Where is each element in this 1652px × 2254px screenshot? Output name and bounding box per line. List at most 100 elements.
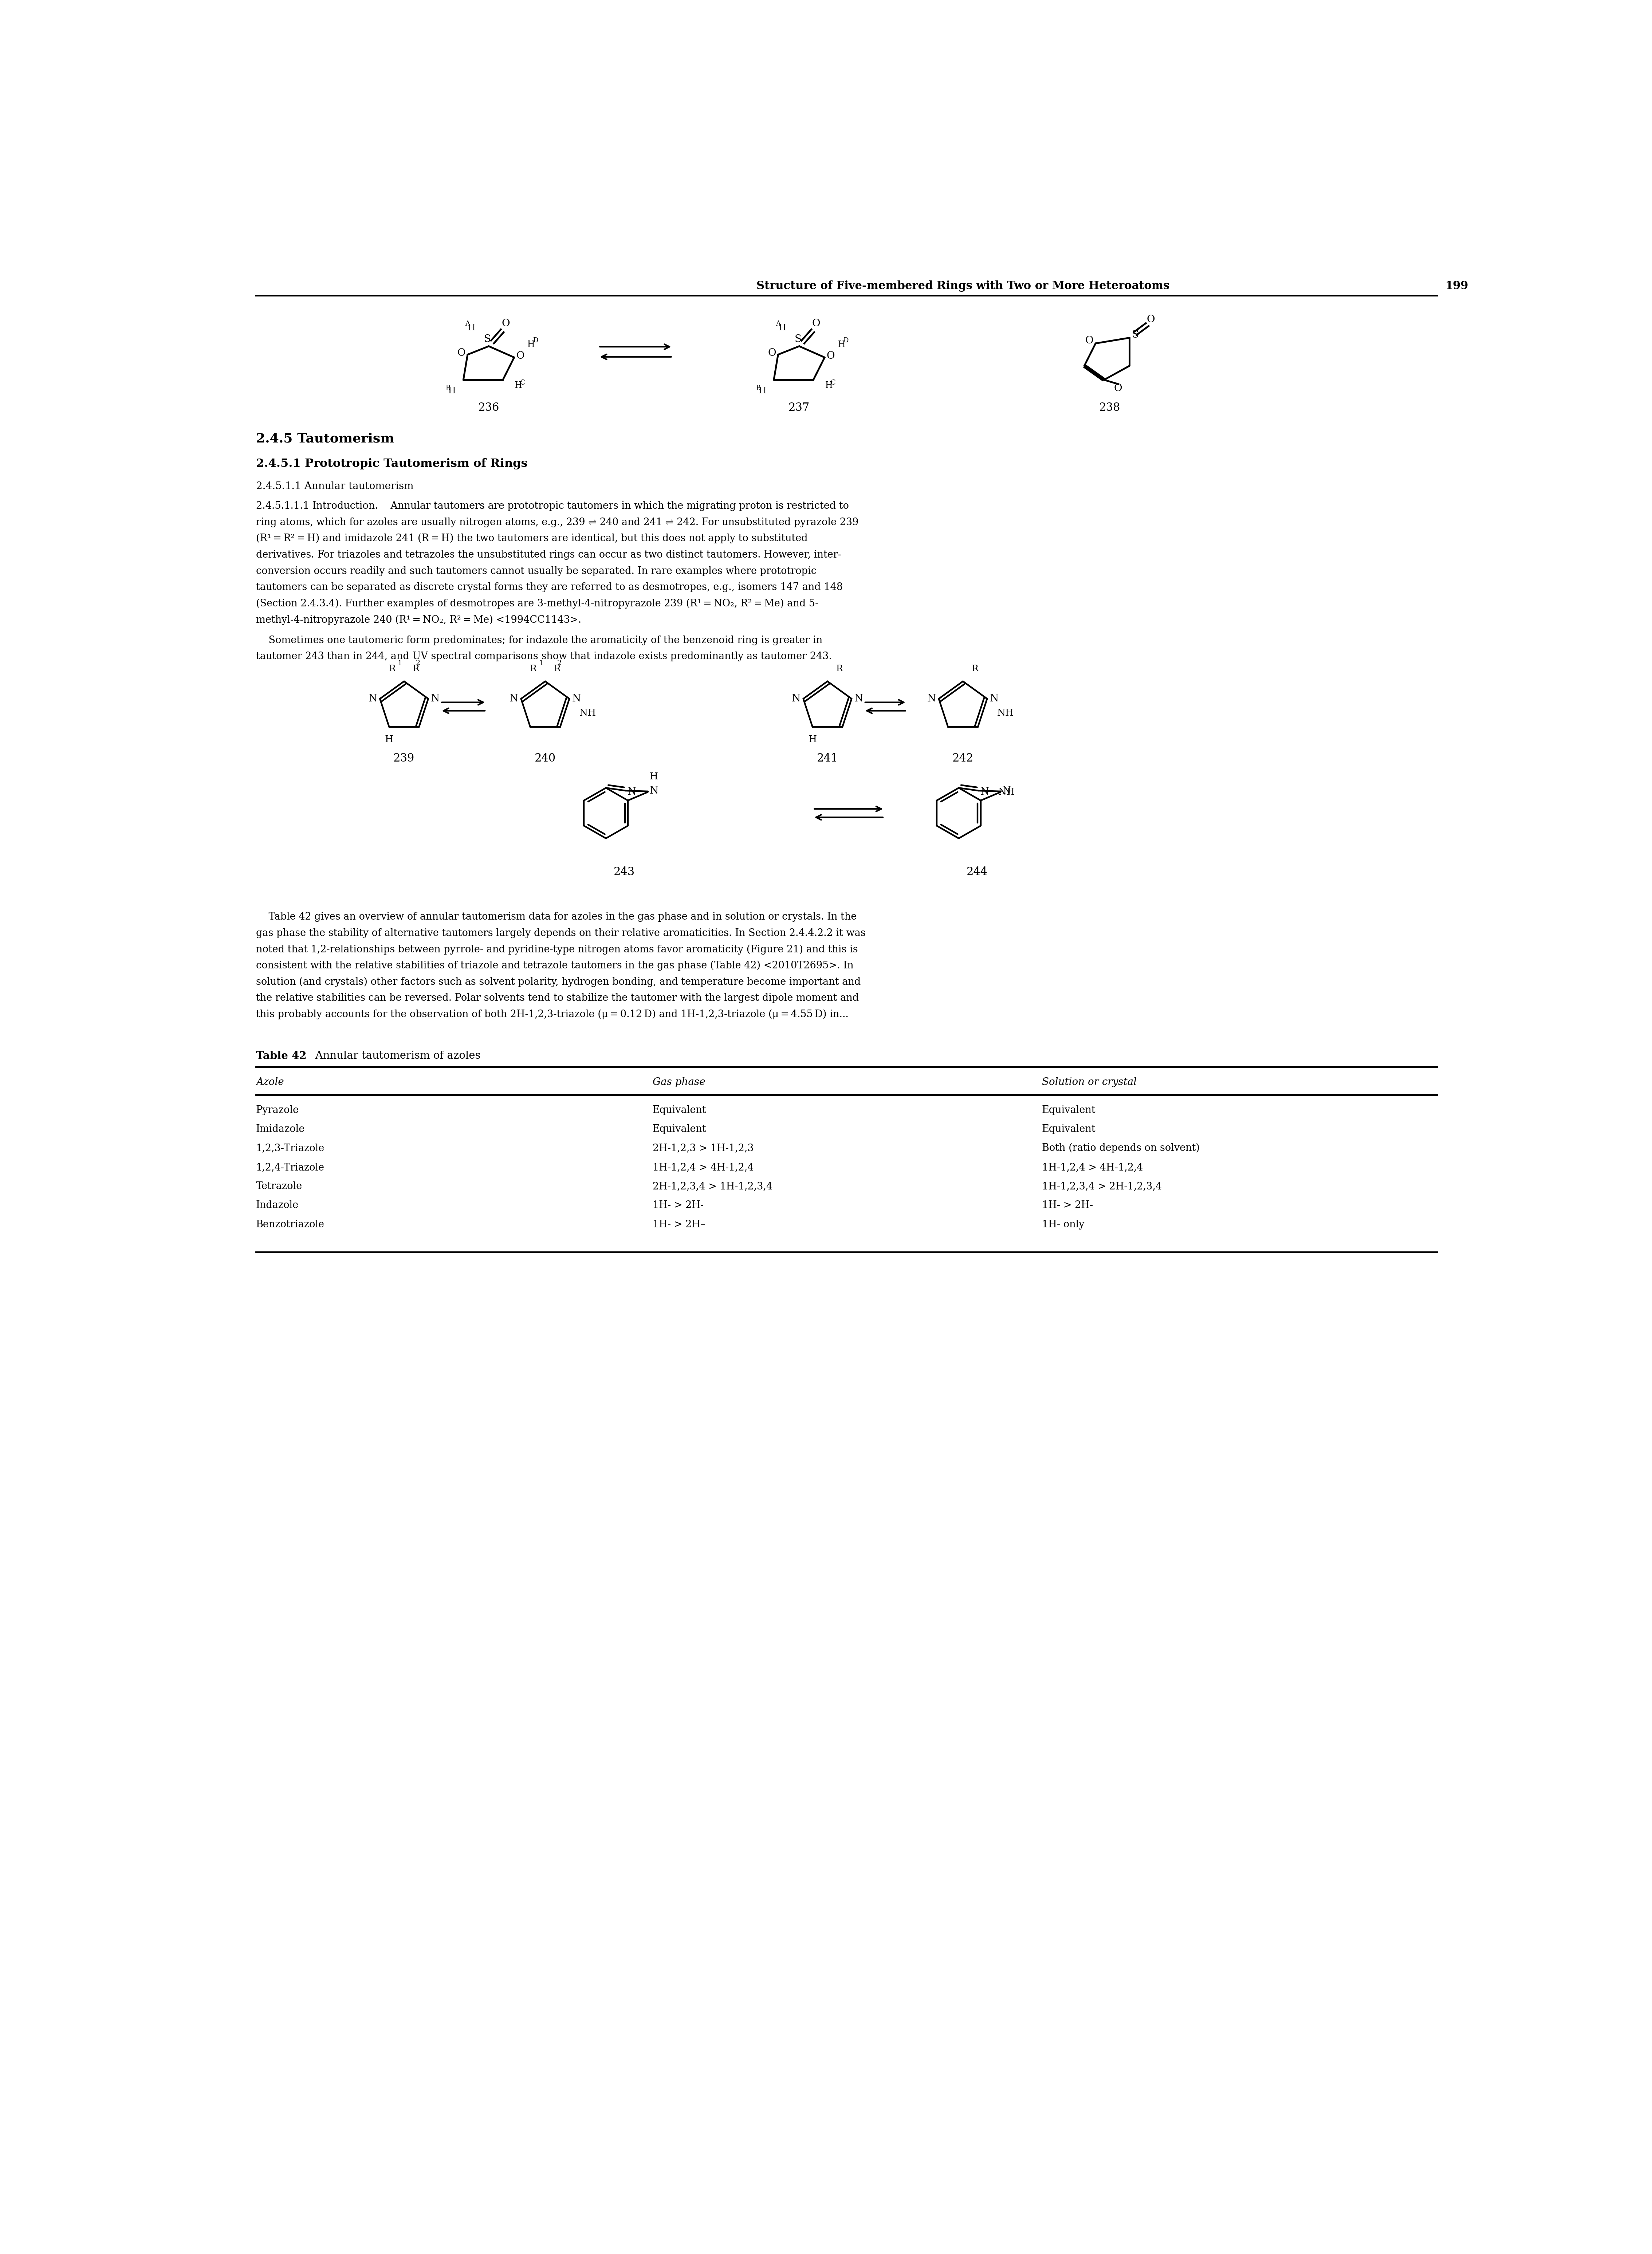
Text: R: R <box>971 665 978 674</box>
Text: 236: 236 <box>477 401 499 412</box>
Text: 2: 2 <box>416 660 421 667</box>
Text: A: A <box>466 320 469 327</box>
Text: 2.4.5.1 Prototropic Tautomerism of Rings: 2.4.5.1 Prototropic Tautomerism of Rings <box>256 458 527 469</box>
Text: C: C <box>831 379 836 385</box>
Text: 244: 244 <box>966 866 988 877</box>
Text: H: H <box>824 381 833 390</box>
Text: (R¹ = R² = H) and imidazole 241 (R = H) the two tautomers are identical, but thi: (R¹ = R² = H) and imidazole 241 (R = H) … <box>256 534 808 543</box>
Text: R: R <box>553 665 560 674</box>
Text: 1H- only: 1H- only <box>1042 1219 1084 1228</box>
Text: tautomers can be separated as discrete crystal forms they are referred to as des: tautomers can be separated as discrete c… <box>256 582 843 593</box>
Text: 1: 1 <box>398 660 401 667</box>
Text: 241: 241 <box>816 753 838 764</box>
Text: 239: 239 <box>393 753 415 764</box>
Text: methyl-4-nitropyrazole 240 (R¹ = NO₂, R² = Me) <1994CC1143>.: methyl-4-nitropyrazole 240 (R¹ = NO₂, R²… <box>256 615 582 624</box>
Text: S: S <box>484 334 491 345</box>
Text: ring atoms, which for azoles are usually nitrogen atoms, e.g., 239 ⇌ 240 and 241: ring atoms, which for azoles are usually… <box>256 518 859 527</box>
Text: H: H <box>758 388 767 394</box>
Text: S: S <box>1132 329 1138 340</box>
Text: 1H- > 2H–: 1H- > 2H– <box>653 1219 705 1228</box>
Text: NH: NH <box>580 708 596 717</box>
Text: Equivalent: Equivalent <box>1042 1104 1095 1116</box>
Text: R: R <box>836 665 843 674</box>
Text: H: H <box>468 325 476 331</box>
Text: O: O <box>826 352 834 361</box>
Text: Solution or crystal: Solution or crystal <box>1042 1077 1137 1086</box>
Text: H: H <box>527 340 535 349</box>
Text: Table 42: Table 42 <box>256 1050 306 1062</box>
Text: O: O <box>458 349 466 358</box>
Text: NH: NH <box>998 787 1014 796</box>
Text: Annular tautomerism of azoles: Annular tautomerism of azoles <box>306 1050 481 1062</box>
Text: NH: NH <box>998 708 1014 717</box>
Text: R: R <box>413 665 420 674</box>
Text: conversion occurs readily and such tautomers cannot usually be separated. In rar: conversion occurs readily and such tauto… <box>256 566 816 577</box>
Text: N: N <box>791 694 801 703</box>
Text: N: N <box>649 787 657 796</box>
Text: O: O <box>1085 336 1094 345</box>
Text: 1H-1,2,3,4 > 2H-1,2,3,4: 1H-1,2,3,4 > 2H-1,2,3,4 <box>1042 1181 1161 1192</box>
Text: noted that 1,2-relationships between pyrrole- and pyridine-type nitrogen atoms f: noted that 1,2-relationships between pyr… <box>256 944 857 953</box>
Text: Indazole: Indazole <box>256 1201 299 1210</box>
Text: N: N <box>509 694 519 703</box>
Text: 1H-1,2,4 > 4H-1,2,4: 1H-1,2,4 > 4H-1,2,4 <box>653 1163 753 1172</box>
Text: 1,2,4-Triazole: 1,2,4-Triazole <box>256 1163 324 1172</box>
Text: N: N <box>1003 787 1011 796</box>
Text: 1,2,3-Triazole: 1,2,3-Triazole <box>256 1143 324 1154</box>
Text: O: O <box>1146 316 1155 325</box>
Text: 1: 1 <box>539 660 544 667</box>
Text: H: H <box>515 381 522 390</box>
Text: H: H <box>838 340 846 349</box>
Text: this probably accounts for the observation of both 2H-1,2,3-triazole (μ = 0.12 D: this probably accounts for the observati… <box>256 1010 849 1019</box>
Text: 2.4.5.1.1.1 Introduction.    Annular tautomers are prototropic tautomers in whic: 2.4.5.1.1.1 Introduction. Annular tautom… <box>256 500 849 512</box>
Text: 243: 243 <box>613 866 634 877</box>
Text: R: R <box>530 665 537 674</box>
Text: H: H <box>385 735 393 744</box>
Text: D: D <box>843 338 849 345</box>
Text: derivatives. For triazoles and tetrazoles the unsubstituted rings can occur as t: derivatives. For triazoles and tetrazole… <box>256 550 841 559</box>
Text: O: O <box>768 349 776 358</box>
Text: N: N <box>628 787 636 798</box>
Text: (Section 2.4.3.4). Further examples of desmotropes are 3-methyl-4-nitropyrazole : (Section 2.4.3.4). Further examples of d… <box>256 600 818 609</box>
Text: A: A <box>776 320 780 327</box>
Text: 240: 240 <box>535 753 555 764</box>
Text: Table 42 gives an overview of annular tautomerism data for azoles in the gas pha: Table 42 gives an overview of annular ta… <box>256 913 856 922</box>
Text: Equivalent: Equivalent <box>653 1125 705 1134</box>
Text: Structure of Five-membered Rings with Two or More Heteroatoms: Structure of Five-membered Rings with Tw… <box>757 279 1170 291</box>
Text: 2.4.5 Tautomerism: 2.4.5 Tautomerism <box>256 433 395 444</box>
Text: N: N <box>990 694 998 703</box>
Text: H: H <box>649 773 657 782</box>
Text: S: S <box>795 334 801 345</box>
Text: H: H <box>778 325 786 331</box>
Text: R: R <box>388 665 395 674</box>
Text: 2H-1,2,3 > 1H-1,2,3: 2H-1,2,3 > 1H-1,2,3 <box>653 1143 753 1154</box>
Text: O: O <box>515 352 524 361</box>
Text: N: N <box>927 694 937 703</box>
Text: N: N <box>431 694 439 703</box>
Text: Equivalent: Equivalent <box>653 1104 705 1116</box>
Text: Both (ratio depends on solvent): Both (ratio depends on solvent) <box>1042 1143 1199 1154</box>
Text: 2H-1,2,3,4 > 1H-1,2,3,4: 2H-1,2,3,4 > 1H-1,2,3,4 <box>653 1181 773 1192</box>
Text: Pyrazole: Pyrazole <box>256 1104 299 1116</box>
Text: 2.4.5.1.1 Annular tautomerism: 2.4.5.1.1 Annular tautomerism <box>256 482 413 491</box>
Text: B: B <box>446 385 451 392</box>
Text: O: O <box>813 318 821 329</box>
Text: O: O <box>502 318 510 329</box>
Text: 1H-1,2,4 > 4H-1,2,4: 1H-1,2,4 > 4H-1,2,4 <box>1042 1163 1143 1172</box>
Text: Tetrazole: Tetrazole <box>256 1181 302 1192</box>
Text: 2: 2 <box>557 660 562 667</box>
Text: Sometimes one tautomeric form predominates; for indazole the aromaticity of the : Sometimes one tautomeric form predominat… <box>256 636 823 645</box>
Text: N: N <box>368 694 377 703</box>
Text: N: N <box>854 694 862 703</box>
Text: 199: 199 <box>1446 279 1469 291</box>
Text: 237: 237 <box>788 401 809 412</box>
Text: O: O <box>1113 383 1122 392</box>
Text: gas phase the stability of alternative tautomers largely depends on their relati: gas phase the stability of alternative t… <box>256 929 866 938</box>
Text: H: H <box>448 388 456 394</box>
Text: Azole: Azole <box>256 1077 284 1086</box>
Text: 1H- > 2H-: 1H- > 2H- <box>1042 1201 1094 1210</box>
Text: D: D <box>532 338 539 345</box>
Text: Equivalent: Equivalent <box>1042 1125 1095 1134</box>
Text: N: N <box>572 694 582 703</box>
Text: 242: 242 <box>952 753 973 764</box>
